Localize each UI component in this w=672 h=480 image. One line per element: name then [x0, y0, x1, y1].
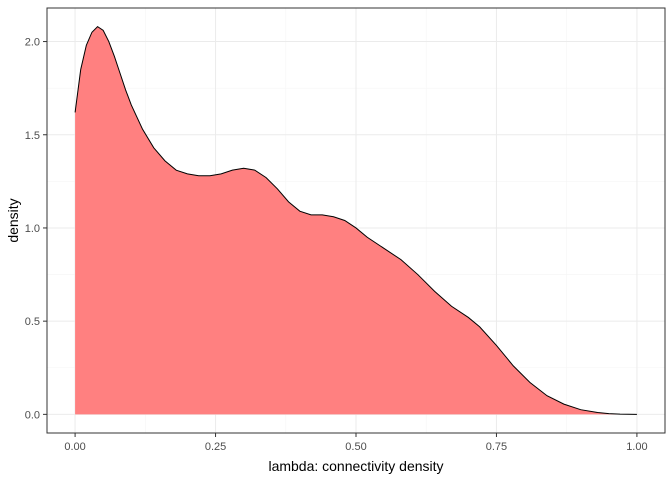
y-tick-label: 1.5 [25, 130, 40, 142]
y-tick-label: 1.0 [25, 223, 40, 235]
x-tick-label: 0.75 [486, 441, 507, 453]
x-tick-label: 0.00 [64, 441, 85, 453]
y-tick-label: 0.0 [25, 409, 40, 421]
y-axis: 0.0 0.5 1.0 1.5 2.0 [25, 37, 47, 421]
y-tick-label: 0.5 [25, 316, 40, 328]
density-area [74, 25, 637, 415]
density-curve-line [74, 25, 637, 415]
x-axis: 0.00 0.25 0.50 0.75 1.00 [64, 433, 648, 453]
x-axis-title: lambda: connectivity density [268, 458, 443, 474]
y-tick-label: 2.0 [25, 37, 40, 49]
y-axis-title: density [5, 198, 21, 242]
density-area-fill [75, 26, 637, 415]
x-tick-label: 0.50 [345, 441, 366, 453]
x-tick-label: 0.25 [205, 441, 226, 453]
x-tick-label: 1.00 [626, 441, 647, 453]
